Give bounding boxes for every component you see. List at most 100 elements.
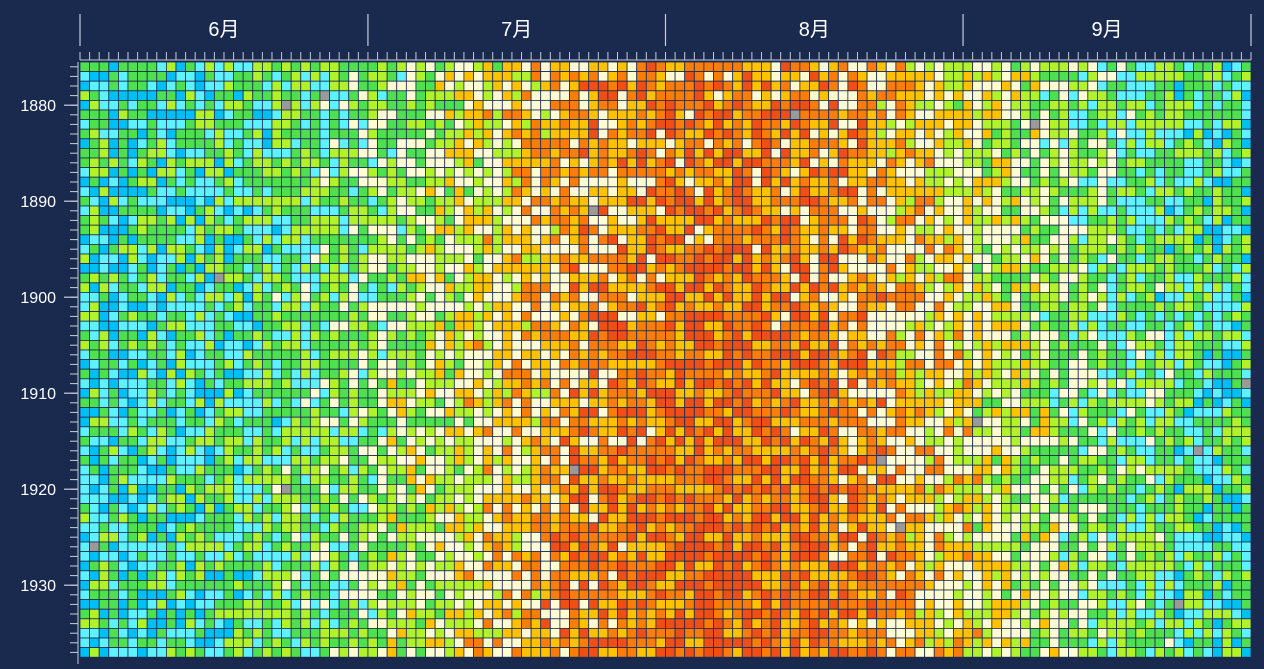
heatmap-cell bbox=[857, 272, 868, 284]
heatmap-cell bbox=[357, 157, 369, 169]
heatmap-cell bbox=[492, 205, 503, 217]
heatmap-cell bbox=[348, 426, 359, 437]
heatmap-cell bbox=[665, 147, 676, 159]
heatmap-cell bbox=[645, 426, 657, 437]
heatmap-cell bbox=[885, 253, 897, 265]
heatmap-cell bbox=[98, 407, 110, 418]
heatmap-cell bbox=[924, 215, 935, 226]
heatmap-cell bbox=[914, 215, 926, 226]
heatmap-cell bbox=[789, 291, 801, 303]
heatmap-cell bbox=[204, 339, 215, 351]
heatmap-cell bbox=[1077, 263, 1089, 274]
heatmap-cell bbox=[367, 186, 378, 197]
heatmap-cell bbox=[329, 416, 340, 428]
heatmap-cell bbox=[1231, 243, 1242, 255]
heatmap-cell bbox=[290, 176, 302, 188]
heatmap-cell bbox=[319, 368, 330, 380]
heatmap-cell bbox=[530, 339, 542, 351]
heatmap-cell bbox=[501, 378, 513, 389]
heatmap-cell bbox=[857, 426, 868, 437]
heatmap-cell bbox=[1068, 416, 1079, 428]
heatmap-cell bbox=[386, 234, 398, 245]
heatmap-cell bbox=[1087, 195, 1098, 207]
heatmap-cell bbox=[1049, 311, 1060, 322]
heatmap-cell bbox=[338, 397, 350, 409]
heatmap-cell bbox=[1029, 186, 1041, 197]
heatmap-cell bbox=[761, 61, 772, 73]
heatmap-cell bbox=[329, 80, 340, 92]
heatmap-cell bbox=[386, 272, 398, 284]
heatmap-cell bbox=[434, 167, 446, 178]
heatmap-cell bbox=[213, 397, 225, 409]
heatmap-cell bbox=[713, 147, 724, 159]
heatmap-cell bbox=[809, 80, 820, 92]
heatmap-cell bbox=[434, 368, 446, 380]
heatmap-cell bbox=[1068, 90, 1079, 101]
heatmap-cell bbox=[1164, 119, 1175, 130]
heatmap-cell bbox=[1221, 311, 1233, 322]
heatmap-cell bbox=[1154, 109, 1166, 121]
heatmap-cell bbox=[665, 71, 676, 82]
heatmap-cell bbox=[713, 426, 724, 437]
heatmap-cell bbox=[1020, 445, 1031, 457]
heatmap-cell bbox=[693, 138, 705, 149]
heatmap-cell bbox=[329, 407, 340, 418]
heatmap-cell bbox=[396, 119, 407, 130]
heatmap-cell bbox=[770, 100, 782, 111]
heatmap-cell bbox=[1087, 80, 1098, 92]
heatmap-cell bbox=[1077, 272, 1089, 284]
heatmap-cell bbox=[185, 359, 196, 370]
heatmap-cell bbox=[261, 71, 273, 82]
heatmap-cell bbox=[1193, 272, 1204, 284]
heatmap-cell bbox=[626, 349, 638, 361]
heatmap-cell bbox=[818, 186, 830, 197]
heatmap-cell bbox=[1049, 416, 1060, 428]
heatmap-cell bbox=[501, 301, 513, 313]
heatmap-cell bbox=[377, 176, 388, 188]
heatmap-cell bbox=[117, 224, 129, 236]
heatmap-cell bbox=[789, 128, 801, 140]
heatmap-cell bbox=[933, 157, 945, 169]
heatmap-cell bbox=[1068, 205, 1079, 217]
heatmap-cell bbox=[434, 100, 446, 111]
heatmap-cell bbox=[953, 119, 964, 130]
heatmap-cell bbox=[348, 243, 359, 255]
heatmap-cell bbox=[223, 282, 234, 293]
heatmap-cell bbox=[261, 147, 273, 159]
heatmap-cell bbox=[1241, 359, 1252, 370]
heatmap-cell bbox=[1097, 263, 1108, 274]
heatmap-cell bbox=[271, 119, 282, 130]
heatmap-cell bbox=[319, 176, 330, 188]
heatmap-cell bbox=[981, 435, 993, 447]
heatmap-cell bbox=[511, 243, 522, 255]
heatmap-cell bbox=[770, 205, 782, 217]
heatmap-cell bbox=[223, 176, 234, 188]
heatmap-cell bbox=[108, 407, 119, 418]
heatmap-cell bbox=[309, 147, 321, 159]
heatmap-cell bbox=[1221, 397, 1233, 409]
heatmap-cell bbox=[549, 176, 561, 188]
heatmap-cell bbox=[473, 100, 484, 111]
heatmap-cell bbox=[252, 407, 263, 418]
heatmap-cell bbox=[425, 176, 436, 188]
heatmap-cell bbox=[962, 138, 974, 149]
heatmap-cell bbox=[501, 119, 513, 130]
heatmap-cell bbox=[309, 80, 321, 92]
heatmap-cell bbox=[1049, 368, 1060, 380]
heatmap-cell bbox=[271, 61, 282, 73]
heatmap-cell bbox=[223, 263, 234, 274]
heatmap-cell bbox=[866, 71, 878, 82]
heatmap-cell bbox=[741, 61, 753, 73]
heatmap-cell bbox=[473, 339, 484, 351]
heatmap-cell bbox=[933, 195, 945, 207]
heatmap-cell bbox=[127, 119, 138, 130]
heatmap-cell bbox=[137, 234, 148, 245]
heatmap-cell bbox=[1001, 109, 1012, 121]
heatmap-cell bbox=[962, 61, 974, 73]
heatmap-cell bbox=[463, 205, 474, 217]
heatmap-cell bbox=[626, 157, 638, 169]
heatmap-cell bbox=[473, 80, 484, 92]
heatmap-cell bbox=[137, 205, 148, 217]
heatmap-cell bbox=[242, 215, 254, 226]
heatmap-cell bbox=[722, 349, 734, 361]
